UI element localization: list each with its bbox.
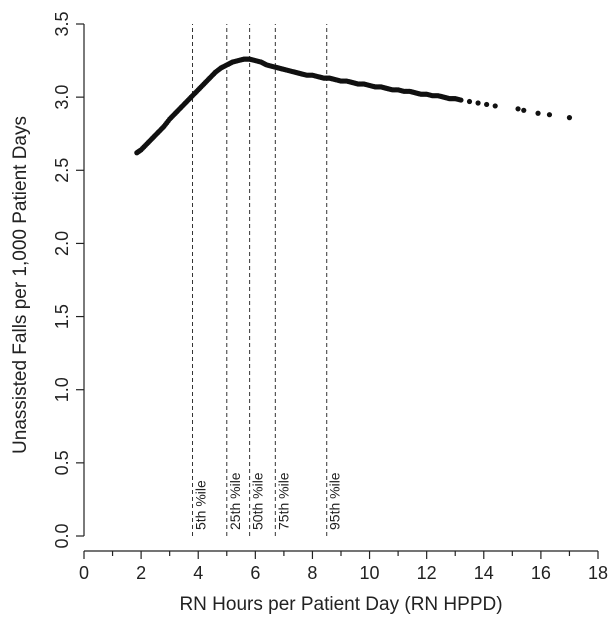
data-point (535, 110, 541, 116)
data-point (484, 101, 490, 108)
data-point (521, 107, 527, 113)
data-point (546, 112, 553, 118)
y-axis-title: Unassisted Falls per 1,000 Patient Days (10, 116, 31, 454)
y-tick-label: 0.0 (52, 523, 72, 548)
y-tick-label: 2.5 (52, 158, 72, 183)
percentile-label: 5th %ile (193, 480, 209, 530)
percentile-label: 50th %ile (250, 472, 266, 530)
percentile-reference-lines: 5th %ile 25th %ile 50th %ile 75th %ile 95th … (192, 24, 343, 536)
data-series (134, 56, 573, 156)
x-tick-label: 6 (250, 563, 260, 583)
y-ticks: 0.0 0.5 1.0 1.5 2.0 2.5 3.0 3.5 (52, 11, 84, 549)
x-tick-label: 0 (79, 563, 89, 583)
data-point (466, 98, 473, 105)
x-ticks: 0 2 4 6 8 10 12 14 16 18 (79, 551, 608, 583)
axes (83, 24, 598, 552)
x-tick-label: 14 (474, 563, 494, 583)
percentile-label: 75th %ile (275, 472, 291, 530)
x-tick-label: 18 (588, 563, 608, 583)
data-point (566, 115, 573, 121)
y-tick-label: 2.0 (52, 231, 72, 256)
y-tick-label: 1.0 (52, 377, 72, 402)
x-tick-label: 2 (136, 563, 146, 583)
x-tick-label: 16 (531, 563, 551, 583)
x-tick-label: 8 (307, 563, 317, 583)
y-tick-label: 0.5 (52, 450, 72, 475)
percentile-label: 95th %ile (327, 472, 343, 530)
data-point (458, 97, 464, 103)
y-tick-label: 1.5 (52, 304, 72, 329)
x-tick-label: 10 (360, 563, 380, 583)
y-tick-label: 3.5 (52, 11, 72, 36)
data-point (515, 106, 521, 112)
y-tick-label: 3.0 (52, 85, 72, 110)
data-point (492, 103, 498, 109)
percentile-label: 25th %ile (227, 472, 243, 530)
data-point (475, 100, 481, 106)
x-tick-label: 4 (193, 563, 203, 583)
x-axis-title: RN Hours per Patient Day (RN HPPD) (179, 594, 502, 615)
x-tick-label: 12 (417, 563, 437, 583)
